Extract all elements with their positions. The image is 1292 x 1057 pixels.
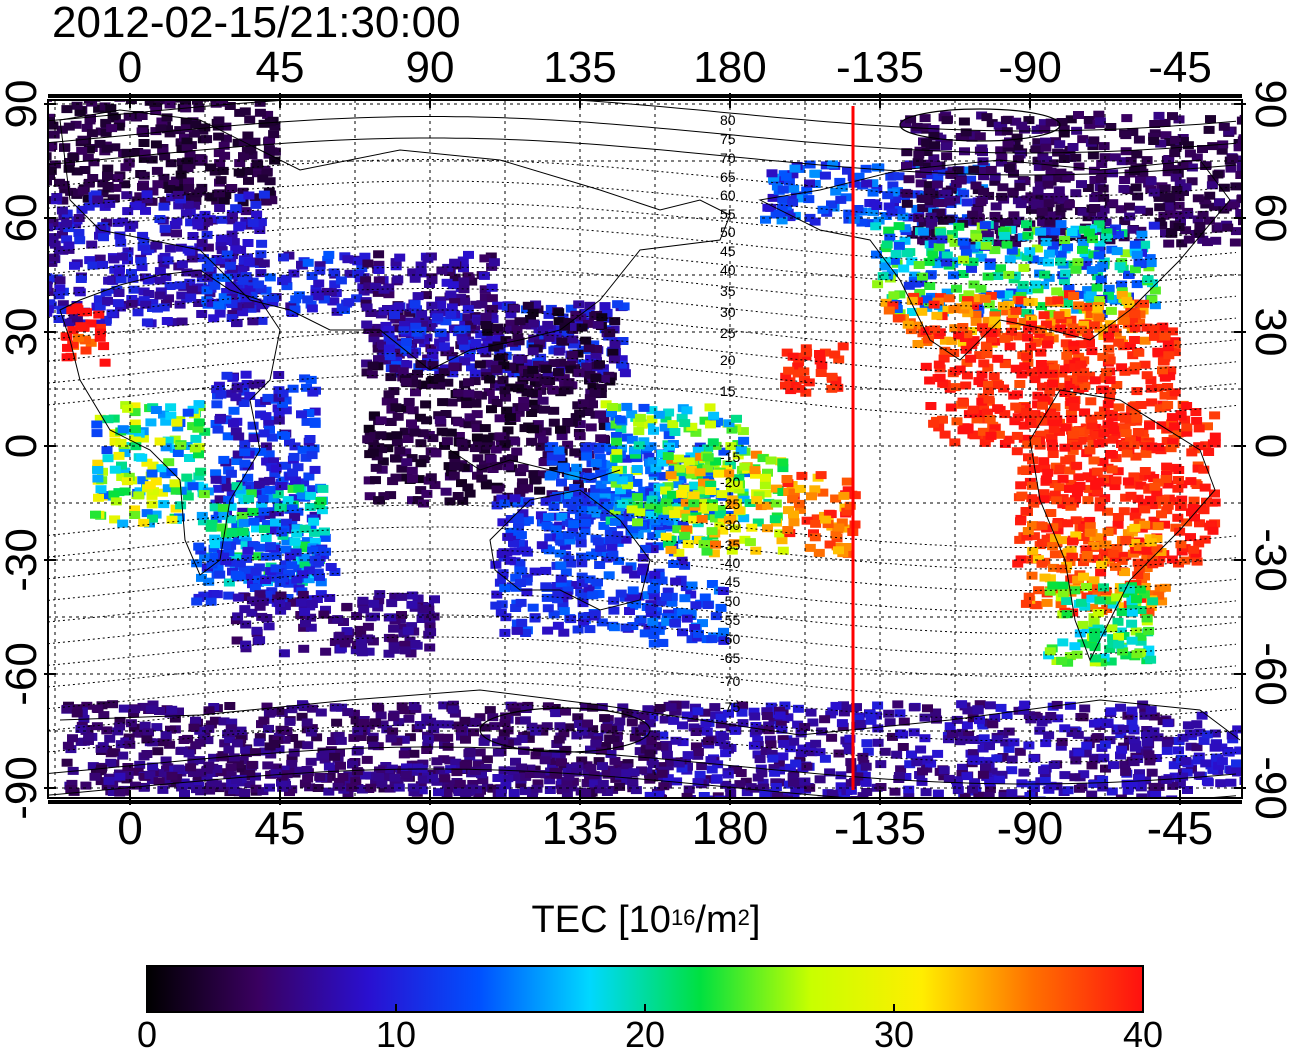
lat-tick-right: 30 — [1246, 307, 1292, 357]
lon-tick-top: 0 — [117, 43, 143, 92]
coastlines — [59, 108, 1241, 753]
contour-label: -65 — [720, 650, 740, 666]
contour-label: 50 — [720, 224, 736, 240]
lon-tick-top: 180 — [693, 43, 767, 92]
lon-tick-top: -45 — [1148, 43, 1212, 92]
contour-label: 25 — [720, 325, 736, 341]
contour-label: -60 — [720, 631, 740, 647]
contour-label: -40 — [720, 555, 740, 571]
lat-tick-right: -90 — [1246, 756, 1292, 820]
contour-label: -45 — [720, 574, 740, 590]
colorbar-ticks — [146, 1004, 1144, 1012]
lat-tick-right: -60 — [1246, 642, 1292, 706]
colorbar-tick-label: 20 — [624, 1014, 666, 1055]
colorbar-title: TEC [1016/m2] — [531, 899, 761, 941]
lat-tick-right: 0 — [1246, 433, 1292, 459]
contour-label: -15 — [720, 449, 740, 465]
contour-label: -75 — [720, 699, 740, 715]
lon-tick-bottom: 0 — [117, 802, 143, 854]
contour-label: 15 — [720, 383, 736, 399]
lat-tick-right: -30 — [1246, 528, 1292, 592]
contour-label: 70 — [720, 150, 736, 166]
lat-tick-right: 90 — [1246, 79, 1292, 129]
colorbar-tick-label: 30 — [873, 1014, 915, 1055]
lon-tick-bottom: -45 — [1146, 802, 1214, 854]
lon-tick-bottom: -90 — [996, 802, 1064, 854]
contour-label: 45 — [720, 243, 736, 259]
lon-tick-bottom: 180 — [691, 802, 769, 854]
lon-tick-bottom: 90 — [404, 802, 456, 854]
contour-label: 65 — [720, 169, 736, 185]
lat-tick-left: 30 — [0, 307, 46, 357]
contour-label: -30 — [720, 517, 740, 533]
colorbar-tick-label: 40 — [1122, 1014, 1164, 1055]
lon-tick-bottom: 45 — [254, 802, 306, 854]
lon-tick-top: 90 — [405, 43, 455, 92]
lat-tick-left: -30 — [0, 528, 46, 592]
contour-label: 20 — [720, 352, 736, 368]
lat-lon-grid — [48, 100, 1242, 798]
contour-label: 40 — [720, 262, 736, 278]
map-frame — [47, 99, 1243, 799]
contour-label: 35 — [720, 283, 736, 299]
contour-label: 75 — [720, 131, 736, 147]
lat-tick-left: -90 — [0, 756, 46, 820]
magnetic-contours: 8075706560555045403530252015-15-20-25-30… — [48, 100, 1237, 798]
contour-label: -50 — [720, 593, 740, 609]
lat-tick-left: 0 — [0, 433, 46, 459]
lon-tick-bottom: -135 — [833, 802, 927, 854]
lat-tick-left: 60 — [0, 193, 46, 243]
lon-tick-top: -90 — [998, 43, 1062, 92]
map-title: 2012-02-15/21:30:00 — [52, 0, 461, 47]
lat-tick-left: -60 — [0, 642, 46, 706]
contour-label: -35 — [720, 537, 740, 553]
colorbar-tick-label: 0 — [136, 1014, 158, 1055]
lon-tick-bottom: 135 — [541, 802, 619, 854]
lon-tick-top: -135 — [835, 43, 925, 92]
contour-label: 80 — [720, 112, 736, 128]
colorbar-tick-label: 10 — [375, 1014, 417, 1055]
contour-label: -70 — [720, 673, 740, 689]
tec-data-layer — [48, 100, 1242, 798]
lon-tick-top: 135 — [543, 43, 617, 92]
contour-label: 30 — [720, 304, 736, 320]
contour-label: -25 — [720, 496, 740, 512]
frame-ticks — [44, 93, 1246, 805]
contour-label: -20 — [720, 474, 740, 490]
contour-label: 60 — [720, 187, 736, 203]
lat-tick-right: 60 — [1246, 193, 1292, 243]
contour-label: -55 — [720, 612, 740, 628]
lon-tick-top: 45 — [255, 43, 305, 92]
lat-tick-left: 90 — [0, 79, 46, 129]
